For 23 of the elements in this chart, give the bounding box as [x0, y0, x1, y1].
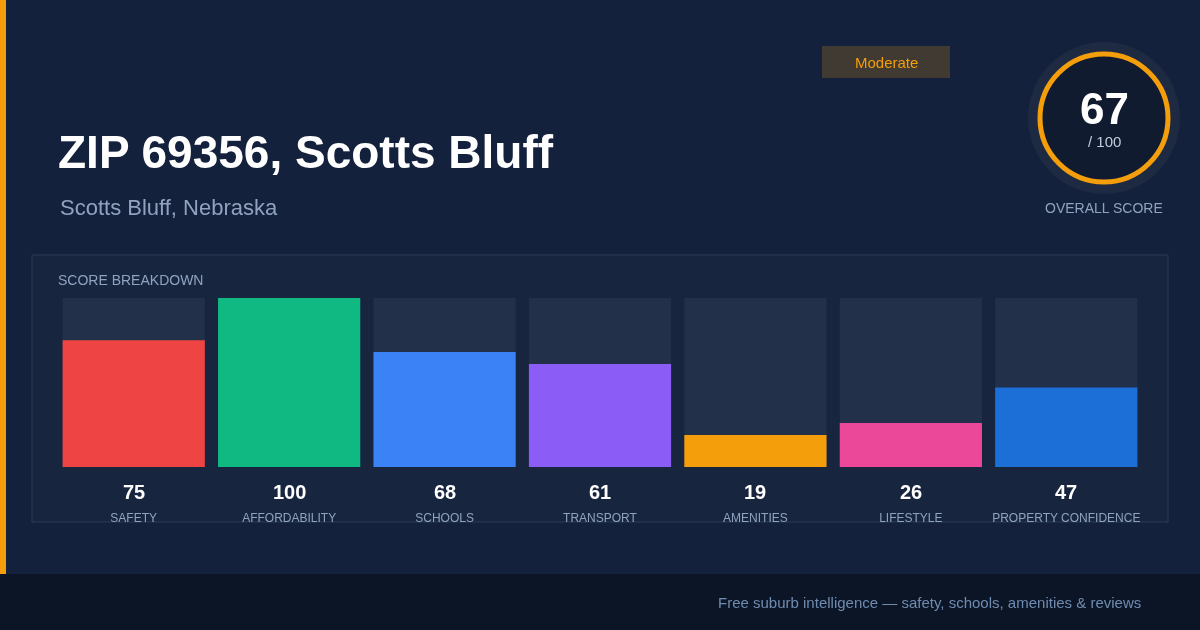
text: Free suburb intelligence — safety, schools, amenities & reviews: [718, 594, 1142, 611]
x-tick-label: LIFESTYLE: [879, 511, 943, 525]
data-label: 68: [434, 481, 457, 503]
data-label: 61: [589, 481, 612, 503]
data-label: 100: [273, 481, 307, 503]
text: OVERALL SCORE: [1045, 200, 1163, 216]
x-tick-label: SCHOOLS: [415, 511, 474, 525]
x-tick-label: TRANSPORT: [563, 511, 638, 525]
chart-title: ZIP 69356, Scotts Bluff: [58, 126, 554, 178]
data-label: 75: [123, 481, 146, 503]
data-label: 19: [744, 481, 767, 503]
text: 67: [1080, 84, 1129, 133]
x-tick-label: AFFORDABILITY: [242, 511, 337, 525]
text: SCORE BREAKDOWN: [58, 272, 204, 288]
x-tick-label: SAFETY: [110, 511, 158, 525]
bar: [684, 434, 827, 467]
x-tick-label: AMENITIES: [723, 511, 788, 525]
text: Moderate: [855, 54, 919, 71]
chart-subtitle: Scotts Bluff, Nebraska: [60, 195, 279, 220]
x-tick-label: PROPERTY CONFIDENCE: [992, 511, 1141, 525]
text: / 100: [1088, 133, 1122, 150]
data-label: 26: [900, 481, 923, 503]
data-label: 47: [1055, 481, 1078, 503]
